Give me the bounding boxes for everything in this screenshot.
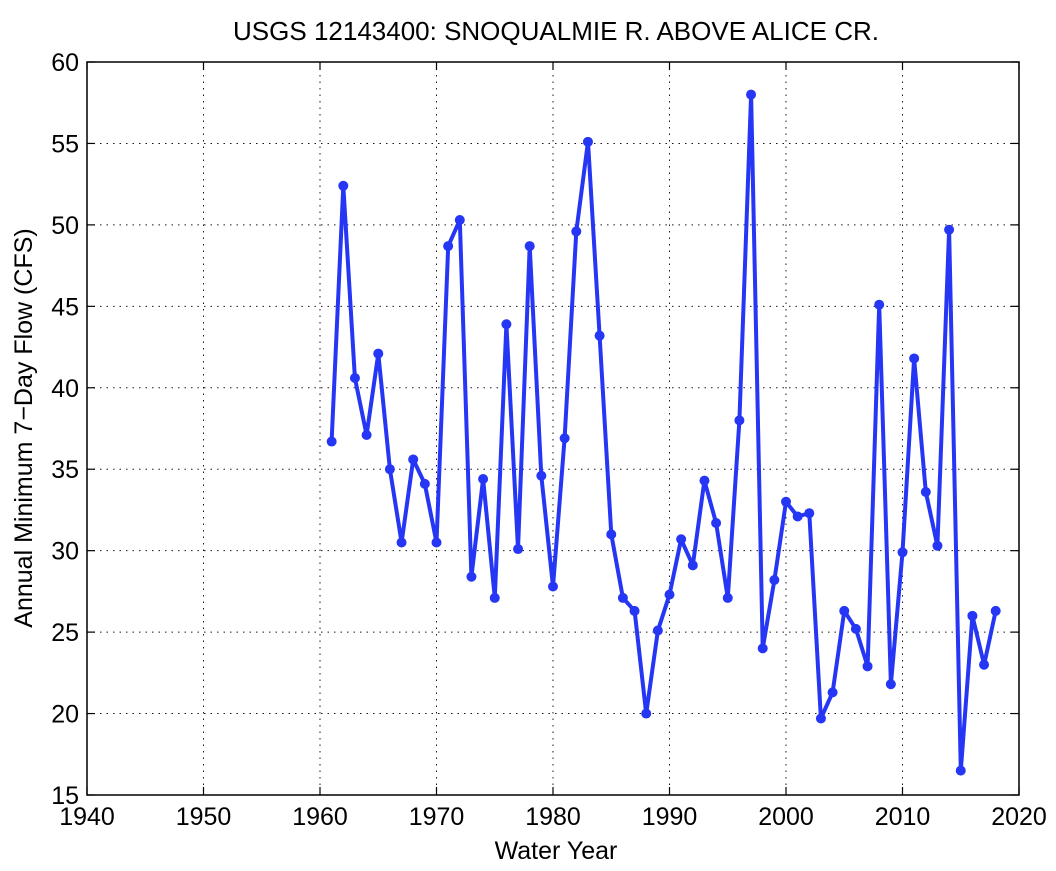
data-point [920, 487, 931, 498]
y-tick-label: 15 [51, 782, 79, 810]
data-point [699, 475, 710, 486]
data-point [815, 713, 826, 724]
y-tick-label: 50 [51, 212, 79, 240]
data-point [734, 415, 745, 426]
x-tick-label: 1950 [176, 803, 232, 831]
data-point [384, 464, 395, 475]
data-point [967, 610, 978, 621]
x-tick-label: 2010 [875, 803, 931, 831]
y-tick-label: 45 [51, 293, 79, 321]
data-point [408, 454, 419, 465]
data-point [548, 581, 558, 592]
data-point [979, 659, 990, 670]
y-tick-label: 55 [51, 130, 79, 158]
data-point [559, 433, 570, 444]
data-point [466, 571, 477, 582]
data-point [443, 241, 454, 252]
data-point [349, 373, 360, 384]
data-point [781, 496, 791, 507]
data-point [524, 241, 535, 252]
y-tick-label: 30 [51, 538, 79, 566]
data-point [361, 430, 372, 441]
data-point [489, 592, 500, 603]
grid [87, 62, 1019, 795]
series [326, 89, 1001, 776]
x-tick-label: 1980 [525, 803, 581, 831]
data-point [501, 319, 512, 330]
data-point [606, 529, 617, 540]
x-axis-label: Water Year [495, 837, 618, 865]
data-point [827, 687, 838, 698]
data-point [478, 473, 489, 484]
x-tick-label: 1960 [292, 803, 348, 831]
data-point [722, 592, 733, 603]
y-tick-label: 25 [51, 619, 79, 647]
data-point [932, 540, 943, 551]
data-point [769, 574, 780, 585]
data-point [792, 511, 803, 522]
data-point [885, 679, 896, 690]
x-tick-label: 1990 [642, 803, 698, 831]
data-point [431, 537, 442, 548]
data-point [804, 508, 815, 519]
data-point [419, 478, 430, 489]
axis-ticks: 1940 1950 1960 1970 1980 1990 2000 2010 2020 15 20… [51, 49, 1047, 831]
data-point [746, 89, 757, 100]
plot-frame [86, 61, 1020, 796]
data-point [571, 226, 582, 237]
y-tick-label: 40 [51, 375, 79, 403]
data-point [617, 592, 628, 603]
x-tick-label: 2020 [991, 803, 1047, 831]
data-point [326, 436, 337, 447]
data-point [909, 353, 920, 364]
data-point [373, 348, 384, 359]
data-point [874, 299, 885, 310]
chart-title: USGS 12143400: SNOQUALMIE R. ABOVE ALICE… [233, 16, 879, 46]
data-point [513, 544, 524, 555]
data-point [676, 534, 687, 545]
x-tick-label: 2000 [758, 803, 814, 831]
y-axis-label: Annual Minimum 7−Day Flow (CFS) [10, 228, 38, 627]
data-point [839, 605, 850, 616]
data-point [850, 623, 861, 634]
data-point [711, 517, 722, 528]
data-point [897, 547, 908, 558]
data-point [862, 661, 873, 672]
data-point [757, 643, 768, 654]
x-tick-label: 1970 [409, 803, 465, 831]
data-point [396, 537, 407, 548]
data-point [594, 330, 605, 341]
data-point [641, 708, 652, 719]
y-tick-label: 35 [51, 456, 79, 484]
data-point [944, 224, 955, 235]
y-tick-label: 20 [51, 701, 79, 729]
data-point [990, 605, 1001, 616]
data-point [582, 136, 593, 147]
y-tick-label: 60 [51, 49, 79, 77]
series-line [329, 92, 998, 773]
data-point [454, 215, 465, 226]
data-point [664, 589, 675, 600]
data-point [338, 180, 349, 191]
data-point [652, 625, 663, 636]
data-point [629, 605, 640, 616]
x-tick-label: 1940 [59, 803, 115, 831]
data-point [687, 560, 698, 571]
data-point [955, 765, 966, 776]
data-point [536, 470, 547, 481]
